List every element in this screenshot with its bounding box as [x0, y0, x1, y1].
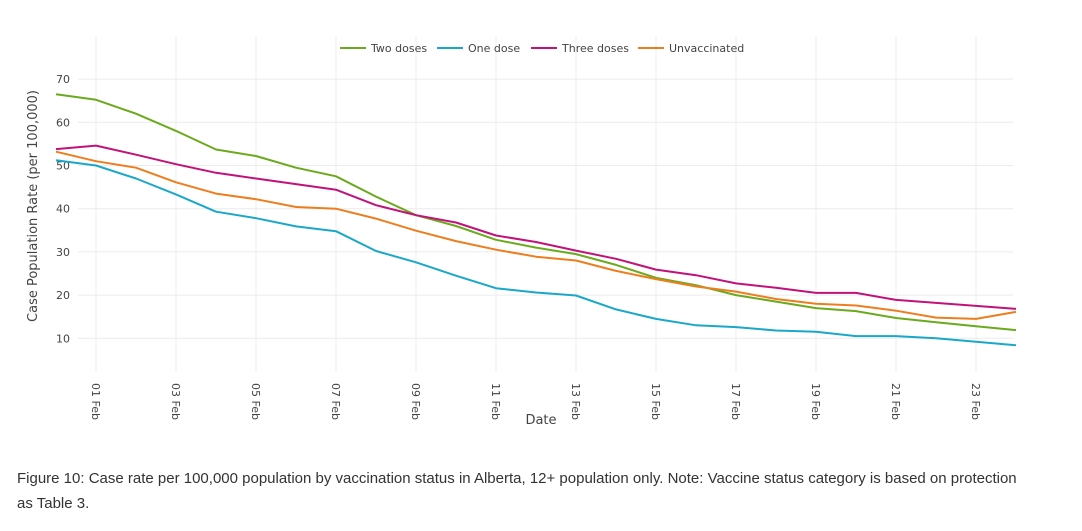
- x-tick-label: 13 Feb: [569, 383, 582, 420]
- series-line[interactable]: [55, 150, 1017, 320]
- y-axis-label: Case Population Rate (per 100,000): [26, 90, 41, 322]
- x-tick-label: 19 Feb: [809, 383, 822, 420]
- x-tick-label: 01 Feb: [89, 383, 102, 420]
- x-tick-label: 17 Feb: [729, 383, 742, 420]
- y-tick-label: 30: [56, 246, 70, 259]
- x-tick-label: 21 Feb: [889, 383, 902, 420]
- series-line[interactable]: [55, 93, 1017, 332]
- x-tick-label: 05 Feb: [249, 383, 262, 420]
- y-axis: 10 20 30 40 50 60 70: [56, 73, 70, 345]
- x-tick-label: 07 Feb: [329, 383, 342, 420]
- legend[interactable]: Two doses One dose Three doses Unvaccinated: [340, 42, 744, 55]
- legend-label: Two doses: [370, 42, 427, 55]
- y-tick-label: 70: [56, 73, 70, 86]
- legend-item[interactable]: Two doses: [340, 42, 427, 55]
- x-axis: 01 Feb 03 Feb 05 Feb 07 Feb 09 Feb 11 Feb 13 F…: [89, 383, 982, 420]
- legend-item[interactable]: Three doses: [531, 42, 629, 55]
- legend-item[interactable]: One dose: [437, 42, 520, 55]
- x-axis-label: Date: [525, 413, 556, 428]
- x-tick-label: 15 Feb: [649, 383, 662, 420]
- y-tick-label: 40: [56, 203, 70, 216]
- y-tick-label: 60: [56, 116, 70, 129]
- legend-label: One dose: [468, 42, 520, 55]
- x-tick-label: 03 Feb: [169, 383, 182, 420]
- figure-caption: Figure 10: Case rate per 100,000 populat…: [17, 470, 1017, 512]
- gridlines: [78, 36, 1013, 372]
- series-lines: [55, 93, 1017, 347]
- legend-label: Unvaccinated: [669, 42, 744, 55]
- legend-item[interactable]: Unvaccinated: [638, 42, 744, 55]
- y-tick-label: 10: [56, 332, 70, 345]
- series-line[interactable]: [55, 144, 1017, 310]
- x-tick-label: 11 Feb: [489, 383, 502, 420]
- x-tick-label: 23 Feb: [969, 383, 982, 420]
- legend-label: Three doses: [561, 42, 629, 55]
- series-line[interactable]: [55, 159, 1017, 347]
- x-tick-label: 09 Feb: [409, 383, 422, 420]
- y-tick-label: 50: [56, 160, 70, 173]
- y-tick-label: 20: [56, 289, 70, 302]
